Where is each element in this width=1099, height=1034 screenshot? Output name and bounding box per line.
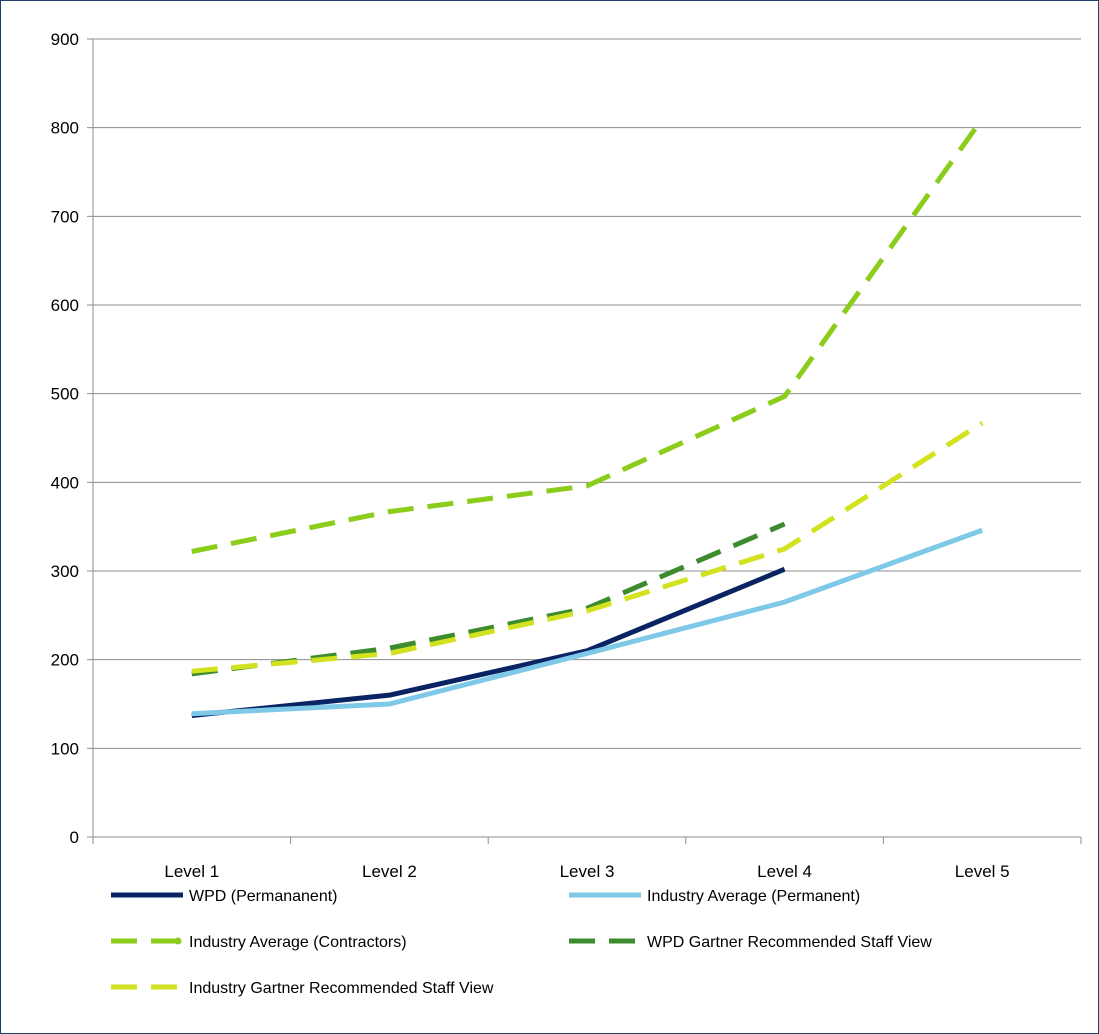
axes xyxy=(87,38,1082,844)
x-tick-label: Level 5 xyxy=(955,862,1010,881)
y-tick-label: 200 xyxy=(51,651,79,670)
x-tick-label: Level 2 xyxy=(362,862,417,881)
series-line-3 xyxy=(191,521,786,677)
legend-marker-2 xyxy=(174,937,182,945)
y-tick-label: 0 xyxy=(70,828,79,847)
series-line-0 xyxy=(191,566,786,719)
y-tick-label: 700 xyxy=(51,207,79,226)
y-tick-label: 600 xyxy=(51,296,79,315)
legend-label-0: WPD (Permananent) xyxy=(189,888,338,905)
y-tick-label: 400 xyxy=(51,473,79,492)
x-axis-tick-labels: Level 1 Level 2 Level 3 Level 4 Level 5 xyxy=(164,862,1009,881)
series-line-4 xyxy=(191,420,984,674)
legend: WPD (Permananent) Industry Average (Perma… xyxy=(111,888,932,997)
y-tick-label: 800 xyxy=(51,119,79,138)
x-tick-label: Level 4 xyxy=(757,862,812,881)
y-tick-label: 900 xyxy=(51,30,79,49)
y-tick-label: 500 xyxy=(51,385,79,404)
legend-label-4: Industry Gartner Recommended Staff View xyxy=(189,980,494,997)
series-line-1 xyxy=(191,527,984,717)
series-lines xyxy=(191,117,985,719)
y-axis-tick-labels: 0 100 200 300 400 500 600 700 800 900 xyxy=(51,30,79,847)
y-tick-label: 300 xyxy=(51,562,79,581)
gridlines xyxy=(93,38,1081,749)
legend-label-3: WPD Gartner Recommended Staff View xyxy=(647,934,932,951)
x-tick-label: Level 1 xyxy=(164,862,219,881)
legend-label-1: Industry Average (Permanent) xyxy=(647,888,860,905)
series-line-2 xyxy=(191,117,985,554)
x-tick-label: Level 3 xyxy=(560,862,615,881)
legend-label-2: Industry Average (Contractors) xyxy=(189,934,407,951)
y-tick-label: 100 xyxy=(51,739,79,758)
